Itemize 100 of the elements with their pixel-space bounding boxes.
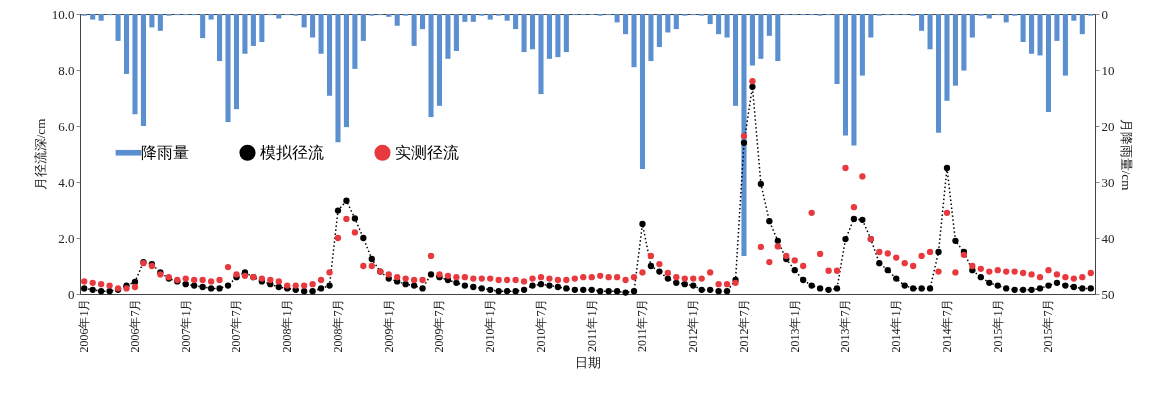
bar <box>1071 14 1077 21</box>
bar <box>952 14 958 86</box>
bar <box>386 14 392 17</box>
bar <box>758 14 764 59</box>
bar <box>521 14 527 53</box>
bar <box>259 14 265 42</box>
bar <box>242 14 248 54</box>
x-tick-label: 2014年1月 <box>889 298 904 353</box>
bar <box>851 14 857 146</box>
bar <box>335 14 341 143</box>
bar <box>462 14 468 22</box>
bar <box>707 14 713 25</box>
bar <box>732 14 739 106</box>
bar <box>741 14 747 256</box>
bar <box>318 14 324 54</box>
x-tick-label: 2015年1月 <box>990 298 1005 353</box>
bar <box>504 14 510 21</box>
bar <box>157 14 163 31</box>
bar <box>90 14 96 20</box>
x-tick-label: 2006年7月 <box>127 298 142 353</box>
bar <box>673 14 679 30</box>
bar <box>529 14 536 50</box>
bar <box>614 14 620 23</box>
x-tick-label: 2010年7月 <box>533 298 548 353</box>
bar <box>132 14 138 115</box>
bar <box>563 14 569 53</box>
bar <box>961 14 967 71</box>
y2-tick-label: 0 <box>1101 6 1108 22</box>
bar <box>326 14 333 96</box>
bar <box>969 14 975 38</box>
x-tick-label: 2009年7月 <box>432 298 447 353</box>
x-tick-label: 2007年7月 <box>229 298 244 353</box>
x-tick-label: 2007年1月 <box>178 298 193 353</box>
bar <box>1079 14 1085 35</box>
bar <box>233 14 240 110</box>
bar <box>749 14 755 66</box>
x-tick-label: 2012年1月 <box>686 298 701 353</box>
bar <box>716 14 722 35</box>
x-tick-label: 2010年1月 <box>483 298 498 353</box>
y2-tick-label: 30 <box>1101 174 1115 190</box>
bar <box>656 14 662 48</box>
bar <box>445 14 451 59</box>
x-tick-label: 2013年1月 <box>787 298 802 353</box>
bar <box>631 14 637 68</box>
bar <box>1029 14 1035 54</box>
x-tick-label: 2011年1月 <box>584 298 599 353</box>
y2-axis-title: 月降雨量/cm <box>1118 118 1134 191</box>
bar <box>927 14 933 50</box>
bar <box>470 14 476 22</box>
bar <box>98 14 104 21</box>
x-tick-label: 2008年7月 <box>330 298 345 353</box>
x-tick-label: 2013年7月 <box>838 298 853 353</box>
y-tick-label: 10.0 <box>51 6 75 22</box>
bar <box>919 14 925 31</box>
bar <box>487 14 493 20</box>
bar <box>436 14 443 106</box>
x-tick-label: 2008年1月 <box>280 298 295 353</box>
bar <box>149 14 155 28</box>
bar <box>842 14 849 136</box>
bar <box>420 14 426 30</box>
bar <box>428 14 434 118</box>
y-tick-label: 6.0 <box>58 118 75 134</box>
bar <box>1020 14 1026 42</box>
y-axis-title: 月径流深/cm <box>32 118 48 191</box>
bar <box>1062 14 1068 76</box>
y2-tick-label: 50 <box>1101 286 1115 302</box>
x-tick-label: 2014年7月 <box>939 298 954 353</box>
bar <box>123 14 130 74</box>
x-tick-label: 2011年7月 <box>635 298 650 353</box>
bar <box>766 14 772 36</box>
bar <box>775 14 781 62</box>
bar <box>360 14 366 41</box>
y2-tick-label: 40 <box>1101 230 1115 246</box>
bar <box>944 14 950 101</box>
y2-tick-label: 10 <box>1101 62 1115 78</box>
bar <box>555 14 561 58</box>
x-tick-label: 2012年7月 <box>736 298 751 353</box>
bar <box>301 14 307 28</box>
bar <box>394 14 400 26</box>
bar <box>411 14 417 46</box>
bar <box>140 14 146 126</box>
bar <box>935 14 942 133</box>
y-tick-label: 0 <box>68 286 75 302</box>
bar <box>115 14 121 41</box>
legend-label: 模拟径流 <box>260 143 324 161</box>
x-tick-label: 2006年1月 <box>77 298 92 353</box>
bar <box>1037 14 1043 56</box>
y-tick-label: 8.0 <box>58 62 75 78</box>
bar <box>225 14 231 123</box>
bar <box>623 14 629 35</box>
bar <box>546 14 552 59</box>
bar <box>648 14 654 62</box>
bar <box>352 14 358 69</box>
x-axis-title: 日期 <box>575 354 601 370</box>
bar <box>250 14 256 46</box>
bar <box>665 14 671 33</box>
bar <box>868 14 874 38</box>
bar <box>343 14 349 128</box>
y2-tick-label: 20 <box>1101 118 1115 134</box>
x-tick-label: 2009年1月 <box>381 298 396 353</box>
